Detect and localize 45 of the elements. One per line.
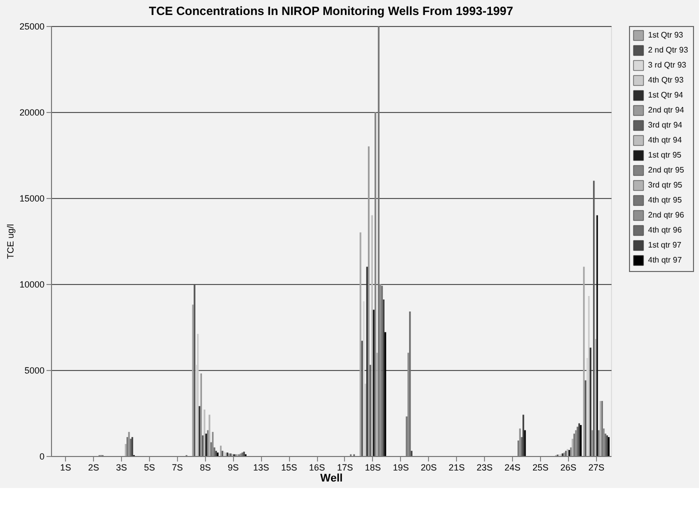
y-tick-label: 5000 bbox=[24, 366, 44, 376]
y-tick-label: 25000 bbox=[19, 22, 44, 32]
legend-label: 2nd qtr 94 bbox=[648, 106, 685, 114]
x-tick-label: 13S bbox=[253, 462, 270, 472]
x-tick-label: 16S bbox=[309, 462, 326, 472]
y-axis-title: TCE ug/l bbox=[5, 224, 16, 260]
x-tick-label: 1S bbox=[60, 462, 72, 472]
x-tick-label: 9S bbox=[228, 462, 239, 472]
x-tick-label: 3S bbox=[116, 462, 128, 472]
x-tick-label: 26S bbox=[560, 462, 576, 472]
legend-label: 4th qtr 95 bbox=[648, 196, 682, 204]
x-axis-title: Well bbox=[320, 472, 343, 484]
x-tick-label: 18S bbox=[364, 462, 381, 472]
x-tick-label: 19S bbox=[392, 462, 409, 472]
x-tick-label: 27S bbox=[588, 462, 604, 472]
chart-title: TCE Concentrations In NIROP Monitoring Wells From 1993-1997 bbox=[148, 4, 514, 18]
legend-label: 1st qtr 95 bbox=[648, 150, 682, 160]
legend-label: 4th Qtr 93 bbox=[648, 76, 684, 84]
x-tick-label: 5S bbox=[144, 462, 155, 472]
legend-label: 4th qtr 94 bbox=[648, 136, 682, 144]
y-tick-label: 0 bbox=[39, 452, 44, 462]
legend-label: 4th qtr 97 bbox=[648, 256, 682, 264]
y-tick-label: 20000 bbox=[19, 108, 44, 118]
legend-label: 3rd qtr 94 bbox=[648, 120, 683, 130]
legend-label: 2nd qtr 96 bbox=[648, 210, 685, 220]
x-tick-label: 7S bbox=[172, 462, 183, 472]
x-tick-label: 21S bbox=[448, 462, 465, 472]
x-tick-label: 23S bbox=[476, 462, 493, 472]
x-tick-label: 15S bbox=[281, 462, 298, 472]
legend-label: 3rd qtr 95 bbox=[648, 180, 683, 190]
x-tick-label: 17S bbox=[336, 462, 353, 472]
legend-label: 4th qtr 96 bbox=[648, 226, 682, 234]
x-tick-label: 2S bbox=[88, 462, 100, 472]
x-tick-label: 8S bbox=[200, 462, 211, 472]
legend-label: 1st Qtr 94 bbox=[648, 90, 684, 100]
legend-label: 1st qtr 97 bbox=[648, 240, 682, 250]
legend-label: 2 nd Qtr 93 bbox=[648, 46, 689, 54]
x-tick-label: 24S bbox=[504, 462, 521, 472]
y-tick-label: 15000 bbox=[19, 194, 44, 204]
y-tick-label: 10000 bbox=[19, 280, 44, 290]
legend-label: 2nd qtr 95 bbox=[648, 166, 685, 174]
legend-label: 3 rd Qtr 93 bbox=[648, 60, 687, 70]
legend-label: 1st Qtr 93 bbox=[648, 30, 684, 40]
x-tick-label: 25S bbox=[532, 462, 548, 472]
x-tick-label: 20S bbox=[420, 462, 437, 472]
